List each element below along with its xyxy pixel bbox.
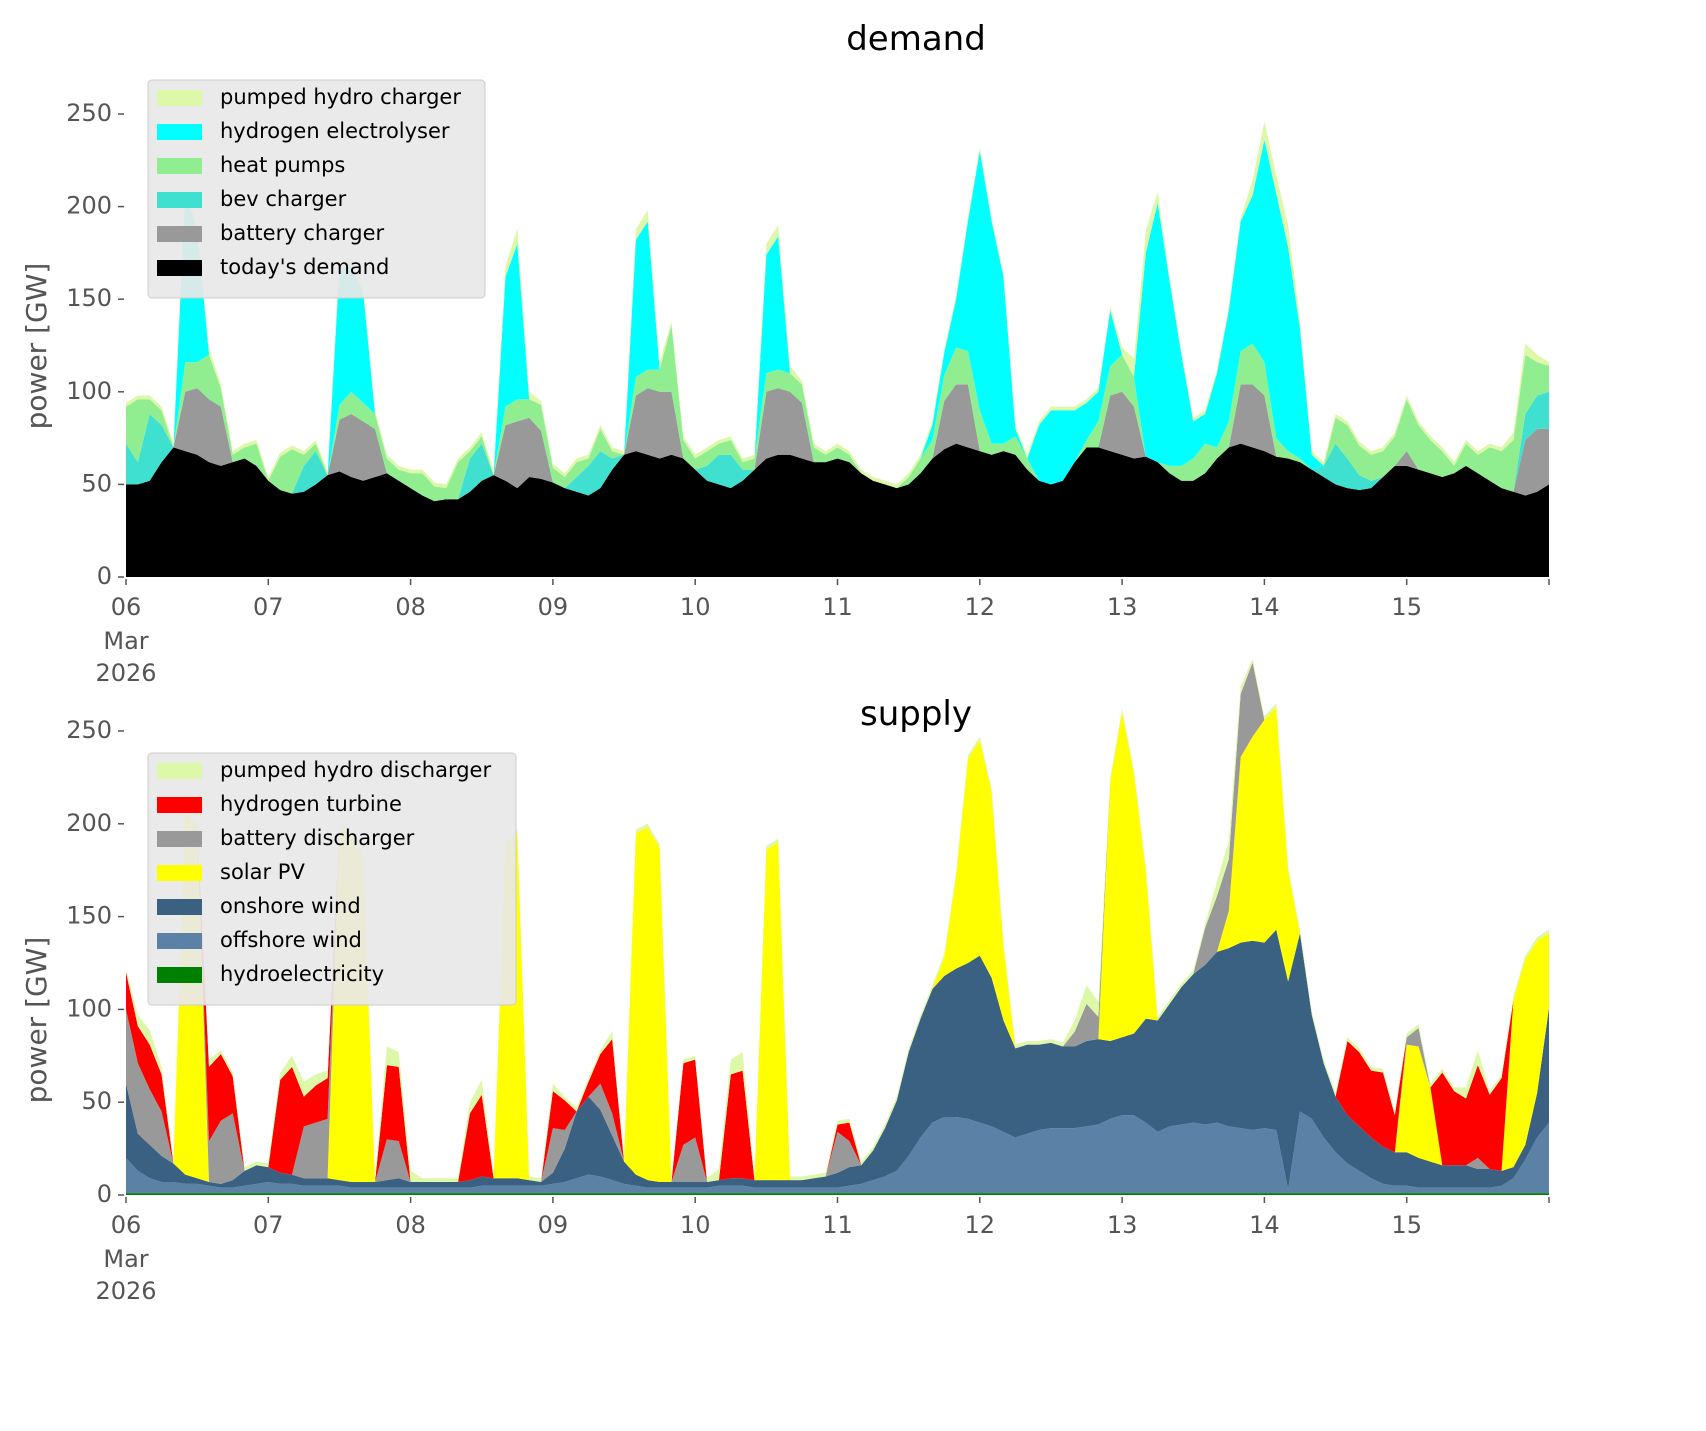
area-hydrogen-electrolyser	[126, 139, 1549, 489]
y-tick-label: 250	[66, 99, 112, 127]
demand-y-ticks: 0 50 100 150 200 250	[66, 99, 124, 590]
x-tick-label: 12	[965, 1211, 996, 1239]
x-tick-date-extra: Mar	[103, 1245, 148, 1273]
legend-swatch-battery-discharger	[157, 831, 202, 847]
legend-label-pumped-hydro-charger: pumped hydro charger	[220, 85, 461, 109]
x-tick-label: 11	[822, 1211, 853, 1239]
legend-swatch-offshore-wind	[157, 933, 202, 949]
supply-panel: supply power [GW] 0 50 100 150 200 250 06 07 08…	[20, 658, 1550, 1305]
y-tick-label: 100	[66, 994, 112, 1022]
y-tick-label: 150	[66, 284, 112, 312]
supply-areas	[126, 658, 1549, 1195]
area-battery-charger	[126, 384, 1549, 502]
x-tick-label: 06	[111, 1211, 142, 1239]
legend-swatch-pumped-hydro-charger	[157, 90, 202, 106]
legend-label-battery-charger: battery charger	[220, 221, 385, 245]
legend-label-hydroelectricity: hydroelectricity	[220, 962, 384, 986]
x-tick-date-extra: 2026	[95, 659, 156, 687]
legend-swatch-pumped-hydro-discharger	[157, 763, 202, 779]
area-today-s-demand	[126, 443, 1549, 577]
legend-label-battery-discharger: battery discharger	[220, 826, 415, 850]
x-tick-label: 09	[538, 593, 569, 621]
legend-frame	[147, 79, 486, 299]
x-tick-label: 10	[680, 593, 711, 621]
y-tick-label: 50	[81, 1087, 112, 1115]
x-tick-label: 08	[395, 1211, 426, 1239]
y-tick-label: 50	[81, 469, 112, 497]
demand-y-axis-label: power [GW]	[20, 263, 53, 430]
y-tick-label: 200	[66, 809, 112, 837]
x-tick-label: 09	[538, 1211, 569, 1239]
legend-swatch-hydrogen-electrolyser	[157, 124, 202, 140]
x-tick-label: 13	[1107, 593, 1138, 621]
x-tick-label: 12	[965, 593, 996, 621]
x-tick-label: 13	[1107, 1211, 1138, 1239]
supply-legend: pumped hydro discharger hydrogen turbine b…	[147, 752, 517, 1006]
supply-x-ticks: 06 07 08 09 10 11 12 13 14 15 Mar 2026	[95, 1197, 1550, 1305]
area-bev-charger	[126, 384, 1549, 502]
x-tick-date-extra: Mar	[103, 627, 148, 655]
x-tick-label: 15	[1391, 593, 1422, 621]
x-tick-label: 06	[111, 593, 142, 621]
x-tick-label: 11	[822, 593, 853, 621]
area-hydroelectricity	[126, 1193, 1549, 1195]
legend-label-bev-charger: bev charger	[220, 187, 347, 211]
legend-swatch-bev-charger	[157, 192, 202, 208]
legend-swatch-onshore-wind	[157, 899, 202, 915]
supply-y-ticks: 0 50 100 150 200 250	[66, 716, 124, 1208]
supply-title: supply	[860, 694, 972, 734]
x-tick-label: 15	[1391, 1211, 1422, 1239]
area-offshore-wind	[126, 1111, 1549, 1194]
x-tick-label: 07	[253, 1211, 284, 1239]
area-solar-pv	[126, 706, 1549, 1184]
y-tick-label: 150	[66, 902, 112, 930]
x-tick-date-extra: 2026	[95, 1277, 156, 1305]
legend-frame	[147, 752, 517, 1006]
legend-swatch-heat-pumps	[157, 158, 202, 174]
demand-title: demand	[846, 19, 986, 59]
supply-y-axis-label: power [GW]	[20, 937, 53, 1104]
legend-label-today-s-demand: today's demand	[220, 255, 389, 279]
x-tick-label: 14	[1249, 593, 1280, 621]
legend-swatch-today-s-demand	[157, 260, 202, 276]
legend-label-offshore-wind: offshore wind	[220, 928, 362, 952]
legend-label-hydrogen-electrolyser: hydrogen electrolyser	[220, 119, 450, 143]
legend-label-solar-pv: solar PV	[220, 860, 305, 884]
y-tick-label: 250	[66, 716, 112, 744]
legend-label-pumped-hydro-discharger: pumped hydro discharger	[220, 758, 491, 782]
demand-areas	[126, 121, 1549, 577]
x-tick-label: 07	[253, 593, 284, 621]
demand-legend: pumped hydro charger hydrogen electrolyse…	[147, 79, 486, 299]
legend-label-onshore-wind: onshore wind	[220, 894, 361, 918]
legend-swatch-solar-pv	[157, 865, 202, 881]
x-tick-label: 08	[395, 593, 426, 621]
x-tick-label: 10	[680, 1211, 711, 1239]
y-tick-label: 0	[97, 1180, 112, 1208]
legend-label-heat-pumps: heat pumps	[220, 153, 345, 177]
area-onshore-wind	[126, 929, 1549, 1190]
legend-swatch-battery-charger	[157, 226, 202, 242]
y-tick-label: 200	[66, 192, 112, 220]
legend-swatch-hydroelectricity	[157, 967, 202, 983]
y-tick-label: 100	[66, 377, 112, 405]
y-tick-label: 0	[97, 562, 112, 590]
demand-x-ticks: 06 07 08 09 10 11 12 13 14 15 Mar 2026	[95, 579, 1550, 687]
legend-label-hydrogen-turbine: hydrogen turbine	[220, 792, 402, 816]
x-tick-label: 14	[1249, 1211, 1280, 1239]
legend-swatch-hydrogen-turbine	[157, 797, 202, 813]
demand-panel: demand power [GW] 0 50 100 150 200 250 06 07 08…	[20, 19, 1550, 687]
